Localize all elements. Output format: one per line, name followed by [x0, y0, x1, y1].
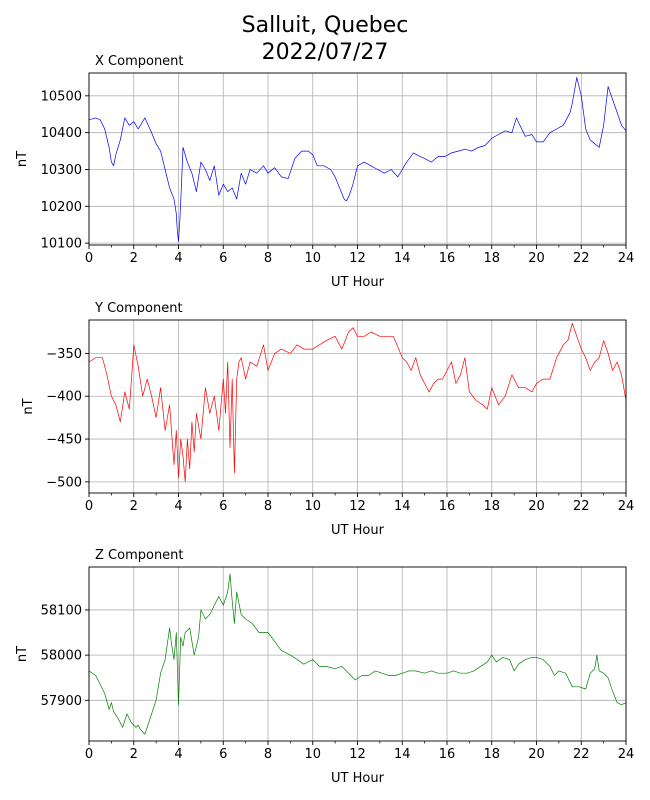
- x-tick-label: 10: [304, 251, 321, 266]
- x-tick-label: 2: [130, 251, 138, 266]
- y-tick-label: −350: [46, 347, 82, 362]
- x-tick-label: 12: [349, 499, 366, 514]
- x-tick-label: 4: [174, 499, 182, 514]
- x-tick-label: 0: [85, 499, 93, 514]
- x-tick-label: 20: [528, 499, 545, 514]
- panel-title: X Component: [95, 54, 184, 69]
- x-tick-label: 6: [219, 499, 227, 514]
- x-axis-label: UT Hour: [331, 771, 385, 786]
- x-tick-label: 18: [483, 499, 500, 514]
- y-axis-label: nT: [15, 151, 30, 167]
- x-tick-label: 24: [618, 499, 635, 514]
- y-tick-label: 10200: [41, 200, 82, 215]
- y-tick-label: 10500: [41, 89, 82, 104]
- x-tick-label: 22: [573, 251, 590, 266]
- panel-title: Y Component: [94, 301, 183, 316]
- x-tick-label: 8: [264, 747, 272, 762]
- x-tick-label: 16: [439, 251, 456, 266]
- x-axis-label: UT Hour: [331, 523, 385, 538]
- x-tick-label: 24: [618, 747, 635, 762]
- x-component-panel: 0 2 4 6 8 10 12 14 16 18 20 22 241010010200103001040…: [15, 54, 634, 290]
- x-tick-label: 20: [528, 747, 545, 762]
- x-tick-label: 18: [483, 251, 500, 266]
- x-tick-label: 14: [394, 747, 411, 762]
- x-tick-label: 4: [174, 747, 182, 762]
- figure-title-line1: Salluit, Quebec: [241, 13, 409, 38]
- y-tick-label: −400: [46, 390, 82, 405]
- y-axis-label: nT: [21, 398, 36, 414]
- y-axis-label: nT: [15, 646, 30, 662]
- x-tick-label: 14: [394, 251, 411, 266]
- x-component-series-line: [88, 77, 627, 242]
- x-tick-label: 6: [219, 747, 227, 762]
- x-tick-label: 2: [130, 499, 138, 514]
- x-tick-label: 2: [130, 747, 138, 762]
- x-tick-label: 12: [349, 251, 366, 266]
- x-tick-label: 20: [528, 251, 545, 266]
- figure-title-line2: 2022/07/27: [261, 40, 389, 65]
- x-tick-label: 18: [483, 747, 500, 762]
- x-tick-label: 6: [219, 251, 227, 266]
- y-tick-label: −450: [46, 433, 82, 448]
- x-tick-label: 8: [264, 251, 272, 266]
- x-tick-label: 10: [304, 499, 321, 514]
- x-tick-label: 0: [85, 747, 93, 762]
- x-tick-label: 0: [85, 251, 93, 266]
- x-tick-label: 22: [573, 499, 590, 514]
- y-tick-label: 58000: [41, 649, 82, 664]
- x-tick-label: 4: [174, 251, 182, 266]
- x-tick-label: 16: [439, 499, 456, 514]
- z-component-series-line: [88, 573, 627, 735]
- x-tick-label: 12: [349, 747, 366, 762]
- y-tick-label: 58100: [41, 603, 82, 618]
- x-tick-label: 24: [618, 251, 635, 266]
- y-tick-label: −500: [46, 475, 82, 490]
- x-tick-label: 10: [304, 747, 321, 762]
- y-tick-label: 57900: [41, 694, 82, 709]
- x-axis-label: UT Hour: [331, 275, 385, 290]
- y-tick-label: 10100: [41, 237, 82, 252]
- x-tick-label: 14: [394, 499, 411, 514]
- y-component-series-line: [88, 323, 627, 483]
- y-tick-label: 10300: [41, 163, 82, 178]
- x-tick-label: 16: [439, 747, 456, 762]
- panel-title: Z Component: [95, 548, 184, 563]
- x-tick-label: 22: [573, 747, 590, 762]
- x-tick-label: 8: [264, 499, 272, 514]
- y-tick-label: 10400: [41, 126, 82, 141]
